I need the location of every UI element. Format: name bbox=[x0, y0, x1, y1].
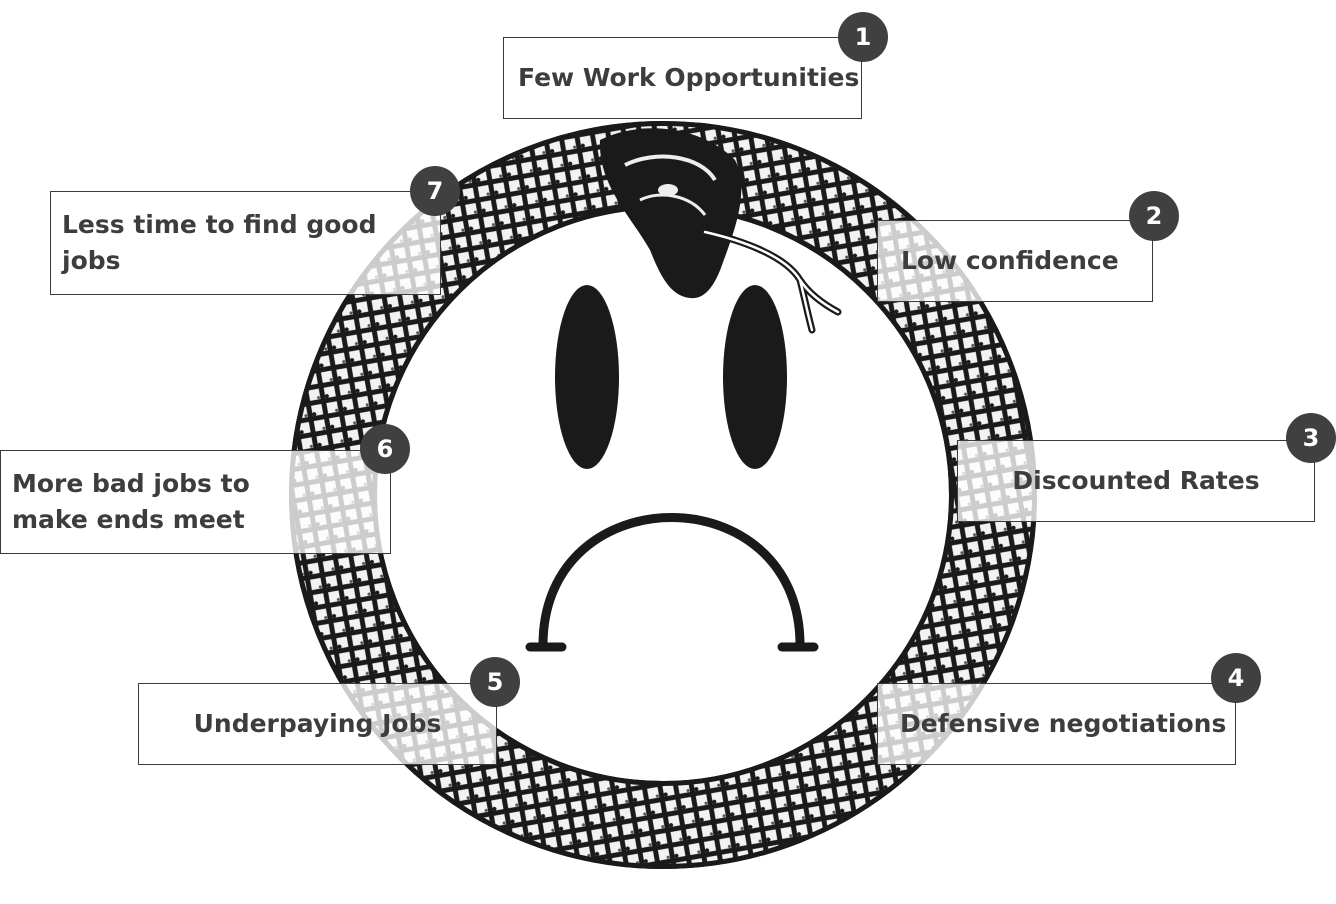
right-eye bbox=[723, 285, 787, 469]
step-box-5: Underpaying Jobs bbox=[138, 683, 497, 765]
snake-head bbox=[599, 128, 842, 334]
frown-mouth bbox=[538, 513, 805, 650]
step-box-3: Discounted Rates bbox=[957, 440, 1315, 522]
step-badge-2: 2 bbox=[1129, 191, 1179, 241]
step-badge-1: 1 bbox=[838, 12, 888, 62]
step-label-1: Few Work Opportunities bbox=[518, 63, 860, 92]
step-label-3: Discounted Rates bbox=[1012, 466, 1260, 495]
step-badge-4: 4 bbox=[1211, 653, 1261, 703]
step-badge-3: 3 bbox=[1286, 413, 1336, 463]
sad-face bbox=[525, 285, 819, 652]
step-box-7: Less time to find good jobs bbox=[50, 191, 441, 295]
step-label-4: Defensive negotiations bbox=[900, 709, 1227, 738]
step-label-6: More bad jobs to make ends meet bbox=[12, 469, 250, 534]
step-box-6: More bad jobs to make ends meet bbox=[0, 450, 391, 554]
step-box-4: Defensive negotiations bbox=[877, 683, 1236, 765]
step-badge-7: 7 bbox=[410, 166, 460, 216]
step-badge-6: 6 bbox=[360, 424, 410, 474]
step-label-7: Less time to find good jobs bbox=[62, 210, 377, 275]
left-eye bbox=[555, 285, 619, 469]
step-box-1: Few Work Opportunities bbox=[503, 37, 862, 119]
step-label-5: Underpaying Jobs bbox=[193, 709, 442, 738]
step-badge-5: 5 bbox=[470, 657, 520, 707]
step-box-2: Low confidence bbox=[877, 220, 1153, 302]
step-label-2: Low confidence bbox=[901, 246, 1119, 275]
